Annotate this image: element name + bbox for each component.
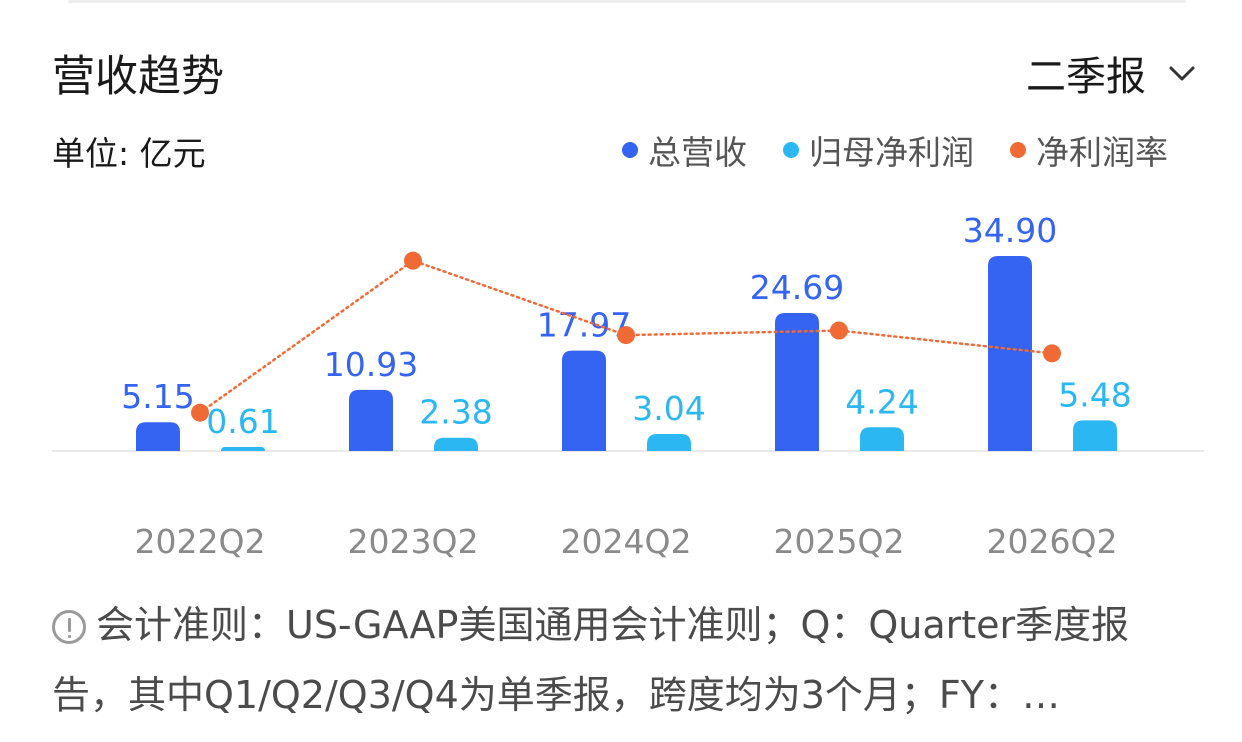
bar-net-profit-2025Q2: [860, 427, 904, 451]
bar-net-profit-2024Q2: [647, 434, 691, 451]
legend-dot-net-margin: [1010, 142, 1026, 158]
footnote: 会计准则：US-GAAP美国通用会计准则；Q：Quarter季度报告，其中Q1/…: [52, 590, 1182, 730]
label-revenue-2025Q2: 24.69: [750, 268, 844, 307]
label-net-profit-2026Q2: 5.48: [1058, 375, 1131, 414]
chevron-down-icon: [1169, 66, 1195, 81]
point-net-margin-2025Q2: [830, 321, 848, 340]
x-tick-2025Q2: 2025Q2: [774, 522, 905, 561]
period-selector-label: 二季报: [1026, 54, 1146, 100]
label-net-profit-2022Q2: 0.61: [206, 402, 279, 441]
bar-revenue-2024Q2: [562, 350, 606, 451]
bar-revenue-2023Q2: [349, 389, 393, 451]
legend-dot-revenue: [622, 142, 638, 158]
x-tick-2023Q2: 2023Q2: [348, 522, 479, 561]
bar-revenue-2022Q2: [136, 422, 180, 451]
label-revenue-2022Q2: 5.15: [121, 377, 194, 416]
legend-dot-net-profit: [783, 142, 799, 158]
revenue-trend-chart: 5.15 0.61 2022Q2 10.932.38 2023Q2 17.97 3.04 20…: [52, 211, 1204, 561]
legend-item-net-margin[interactable]: 净利润率: [1010, 126, 1168, 174]
info-icon: [52, 610, 86, 644]
period-selector[interactable]: 二季报: [1026, 44, 1196, 102]
label-net-profit-2023Q2: 2.38: [419, 393, 492, 432]
label-revenue-2023Q2: 10.93: [324, 345, 418, 384]
legend-label-net-profit: 归母净利润: [809, 133, 974, 172]
x-tick-2026Q2: 2026Q2: [987, 522, 1118, 561]
legend-item-revenue[interactable]: 总营收: [622, 126, 747, 174]
legend: 总营收 归母净利润 净利润率: [622, 126, 1168, 174]
point-net-margin-2026Q2: [1043, 344, 1061, 363]
label-net-profit-2024Q2: 3.04: [632, 389, 705, 428]
x-tick-2024Q2: 2024Q2: [561, 522, 692, 561]
label-net-profit-2025Q2: 4.24: [845, 382, 918, 421]
bar-net-profit-2022Q2: [221, 447, 265, 451]
bar-revenue-2026Q2: [988, 256, 1032, 451]
legend-label-net-margin: 净利润率: [1036, 133, 1168, 172]
top-divider: [68, 0, 1186, 3]
legend-item-net-profit[interactable]: 归母净利润: [783, 126, 974, 174]
point-net-margin-2024Q2: [617, 326, 635, 345]
section-title: 营收趋势: [52, 52, 224, 102]
unit-label: 单位: 亿元: [52, 134, 206, 173]
footnote-text: 会计准则：US-GAAP美国通用会计准则；Q：Quarter季度报告，其中Q1/…: [52, 603, 1130, 717]
point-net-margin-2022Q2: [191, 403, 209, 422]
bar-revenue-2025Q2: [775, 313, 819, 451]
bar-net-profit-2023Q2: [434, 437, 478, 451]
legend-label-revenue: 总营收: [648, 133, 747, 172]
label-revenue-2024Q2: 17.97: [537, 306, 631, 345]
point-net-margin-2023Q2: [404, 251, 422, 270]
bar-net-profit-2026Q2: [1073, 420, 1117, 451]
label-revenue-2026Q2: 34.90: [963, 211, 1057, 250]
x-tick-2022Q2: 2022Q2: [135, 522, 266, 561]
